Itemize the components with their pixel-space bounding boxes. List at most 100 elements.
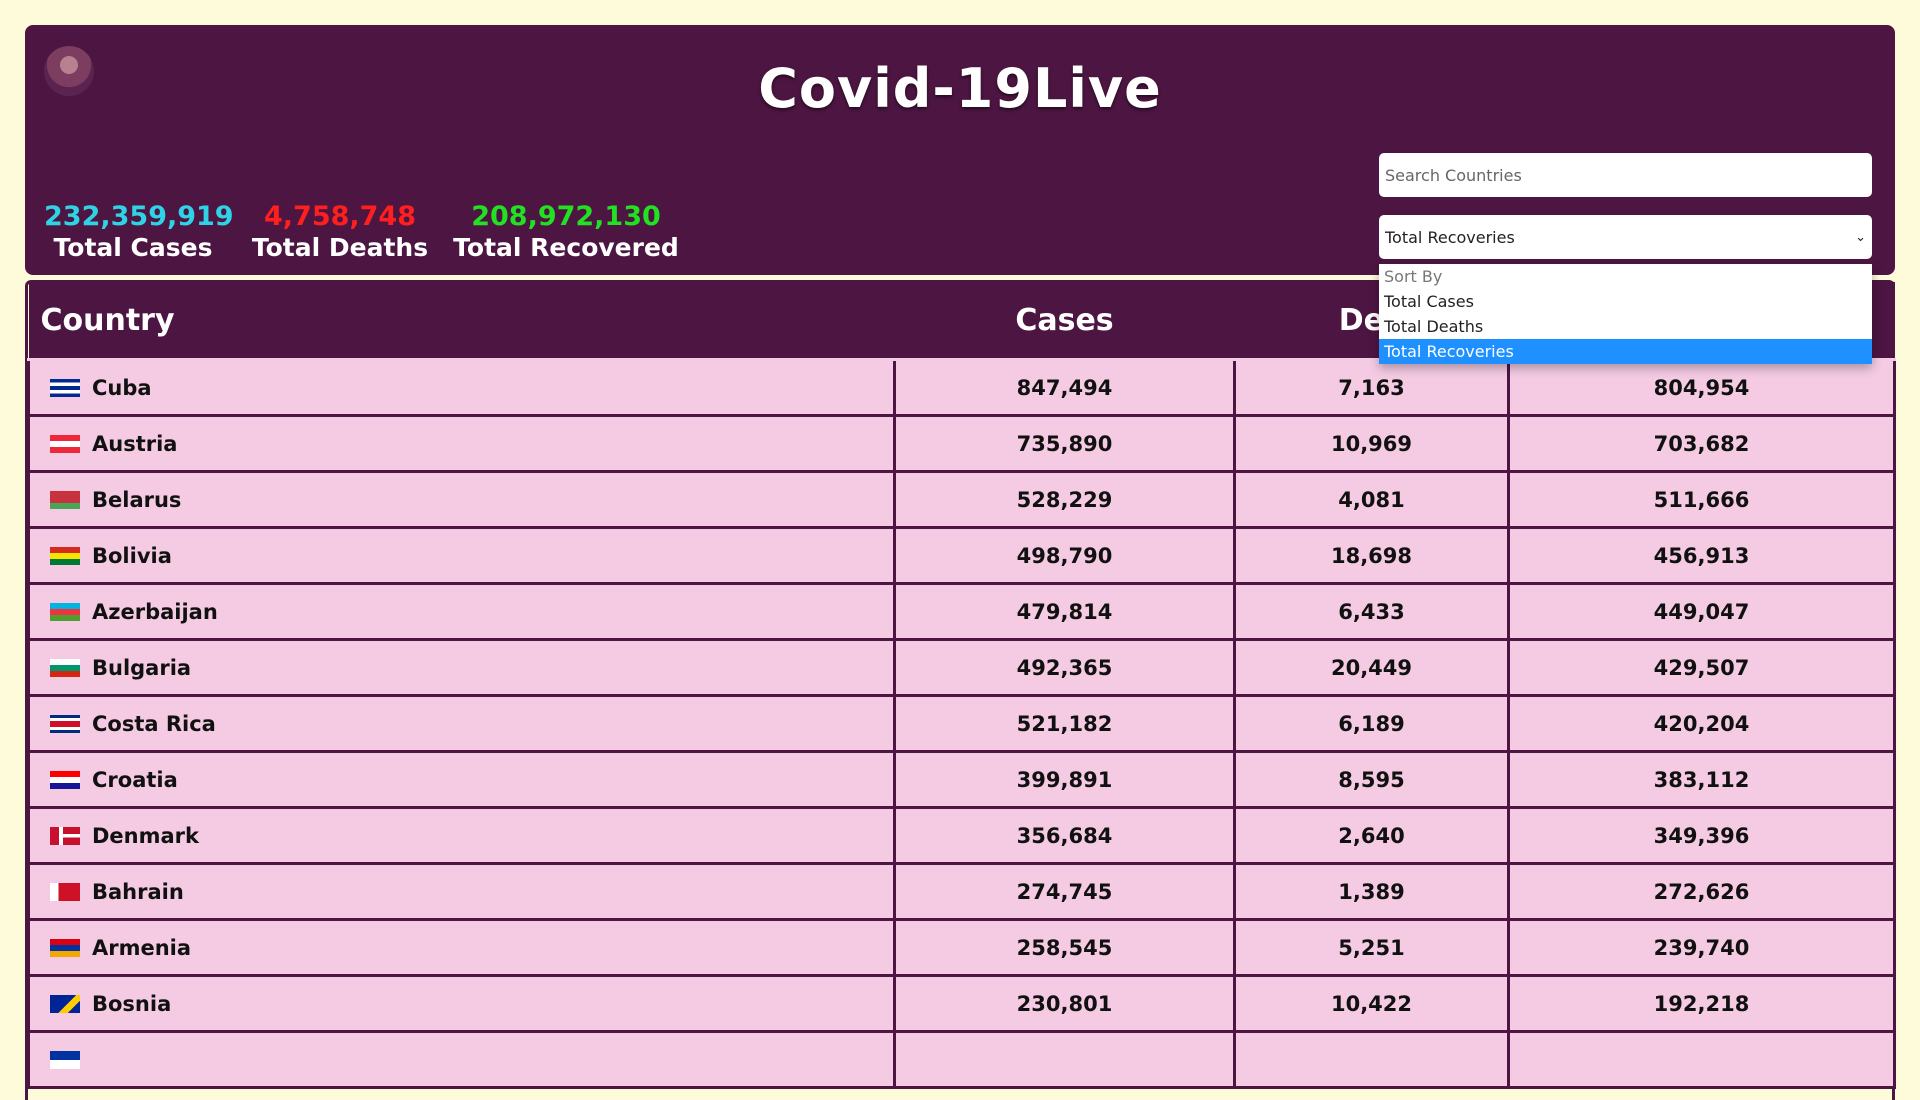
table-row[interactable]: [27, 1030, 1896, 1089]
total-deaths-label: Total Deaths: [251, 233, 429, 262]
denmark-flag-icon: [50, 827, 80, 845]
avatar[interactable]: [44, 46, 94, 96]
chevron-down-icon[interactable]: ⌄: [1855, 229, 1866, 245]
cases-cell: 498,790: [893, 526, 1236, 585]
stat-total-recovered: 208,972,130 Total Recovered: [446, 201, 686, 263]
recovered-cell: 449,047: [1507, 582, 1896, 641]
deaths-cell: 2,640: [1233, 806, 1510, 865]
recovered-cell: 239,740: [1507, 918, 1896, 977]
sort-option-placeholder: Sort By: [1384, 267, 1443, 286]
cases-cell: 258,545: [893, 918, 1236, 977]
deaths-cell: 7,163: [1233, 358, 1510, 417]
recovered-cell: 349,396: [1507, 806, 1896, 865]
table-row[interactable]: Austria 735,890 10,969 703,682: [27, 414, 1896, 473]
page-title: Covid-19Live: [758, 57, 1162, 120]
recovered-cell: 511,666: [1507, 470, 1896, 529]
bulgaria-flag-icon: [50, 659, 80, 677]
country-name: Denmark: [92, 824, 199, 848]
sort-selected-value: Total Recoveries: [1385, 227, 1515, 247]
table-row[interactable]: Azerbaijan 479,814 6,433 449,047: [27, 582, 1896, 641]
country-name: Bahrain: [92, 880, 184, 904]
cases-cell: 492,365: [893, 638, 1236, 697]
sort-option-total-recoveries[interactable]: Total Recoveries: [1379, 339, 1872, 364]
table-row[interactable]: Croatia 399,891 8,595 383,112: [27, 750, 1896, 809]
bahrain-flag-icon: [50, 883, 80, 901]
cases-cell: [893, 1030, 1236, 1089]
deaths-cell: 1,389: [1233, 862, 1510, 921]
cases-cell: 528,229: [893, 470, 1236, 529]
total-recovered-label: Total Recovered: [453, 233, 679, 262]
recovered-cell: 383,112: [1507, 750, 1896, 809]
header-country[interactable]: Country: [28, 282, 895, 361]
partial-flag-icon: [50, 1051, 80, 1069]
country-name: Austria: [92, 432, 178, 456]
cases-cell: 230,801: [893, 974, 1236, 1033]
deaths-cell: 5,251: [1233, 918, 1510, 977]
deaths-cell: 10,969: [1233, 414, 1510, 473]
table-row[interactable]: Cuba 847,494 7,163 804,954: [27, 358, 1896, 417]
recovered-cell: 703,682: [1507, 414, 1896, 473]
country-cell: Costa Rica: [27, 694, 896, 753]
sort-select[interactable]: Total Recoveries ⌄: [1379, 215, 1872, 259]
deaths-cell: 4,081: [1233, 470, 1510, 529]
country-name: Bolivia: [92, 544, 172, 568]
country-cell: Armenia: [27, 918, 896, 977]
total-deaths-value: 4,758,748: [263, 201, 417, 232]
deaths-cell: 20,449: [1233, 638, 1510, 697]
austria-flag-icon: [50, 435, 80, 453]
sort-option-total-cases[interactable]: Total Cases: [1384, 292, 1474, 311]
recovered-cell: 804,954: [1507, 358, 1896, 417]
table-row[interactable]: Bosnia 230,801 10,422 192,218: [27, 974, 1896, 1033]
deaths-cell: 6,189: [1233, 694, 1510, 753]
recovered-cell: 272,626: [1507, 862, 1896, 921]
recovered-cell: 456,913: [1507, 526, 1896, 585]
table-row[interactable]: Belarus 528,229 4,081 511,666: [27, 470, 1896, 529]
country-name: Armenia: [92, 936, 192, 960]
country-cell: Bahrain: [27, 862, 896, 921]
stat-total-deaths: 4,758,748 Total Deaths: [250, 201, 430, 263]
table-row[interactable]: Bulgaria 492,365 20,449 429,507: [27, 638, 1896, 697]
country-cell: Belarus: [27, 470, 896, 529]
table-row[interactable]: Denmark 356,684 2,640 349,396: [27, 806, 1896, 865]
table-row[interactable]: Bolivia 498,790 18,698 456,913: [27, 526, 1896, 585]
deaths-cell: 6,433: [1233, 582, 1510, 641]
country-cell: Denmark: [27, 806, 896, 865]
deaths-cell: [1233, 1030, 1510, 1089]
country-cell: Croatia: [27, 750, 896, 809]
search-input[interactable]: Search Countries: [1379, 153, 1872, 197]
sort-option-total-deaths[interactable]: Total Deaths: [1384, 317, 1484, 336]
cuba-flag-icon: [50, 379, 80, 397]
country-name: Cuba: [92, 376, 152, 400]
armenia-flag-icon: [50, 939, 80, 957]
app-header: Covid-19Live 232,359,919 Total Cases 4,7…: [25, 25, 1895, 275]
header-cases[interactable]: Cases: [894, 282, 1235, 361]
country-name: Croatia: [92, 768, 178, 792]
country-cell: Bosnia: [27, 974, 896, 1033]
country-name: Costa Rica: [92, 712, 216, 736]
country-name: Azerbaijan: [92, 600, 218, 624]
recovered-cell: [1507, 1030, 1896, 1089]
recovered-cell: 420,204: [1507, 694, 1896, 753]
stat-total-cases: 232,359,919 Total Cases: [44, 201, 234, 263]
cases-cell: 356,684: [893, 806, 1236, 865]
table-row[interactable]: Costa Rica 521,182 6,189 420,204: [27, 694, 1896, 753]
recovered-cell: 192,218: [1507, 974, 1896, 1033]
total-recovered-value: 208,972,130: [471, 201, 661, 232]
country-name: Bosnia: [92, 992, 172, 1016]
croatia-flag-icon: [50, 771, 80, 789]
table-row[interactable]: Bahrain 274,745 1,389 272,626: [27, 862, 1896, 921]
total-cases-label: Total Cases: [53, 233, 213, 262]
table-row[interactable]: Armenia 258,545 5,251 239,740: [27, 918, 1896, 977]
deaths-cell: 10,422: [1233, 974, 1510, 1033]
total-cases-value: 232,359,919: [44, 201, 234, 232]
sort-dropdown-menu: Sort By Total Cases Total Deaths Total R…: [1379, 264, 1872, 364]
country-cell: Cuba: [27, 358, 896, 417]
countries-table: Country Cases Dea Cuba 847,494 7,163 804,95…: [27, 282, 1896, 1089]
belarus-flag-icon: [50, 491, 80, 509]
recovered-cell: 429,507: [1507, 638, 1896, 697]
cases-cell: 847,494: [893, 358, 1236, 417]
cases-cell: 521,182: [893, 694, 1236, 753]
costa-rica-flag-icon: [50, 715, 80, 733]
country-cell: Bolivia: [27, 526, 896, 585]
azerbaijan-flag-icon: [50, 603, 80, 621]
